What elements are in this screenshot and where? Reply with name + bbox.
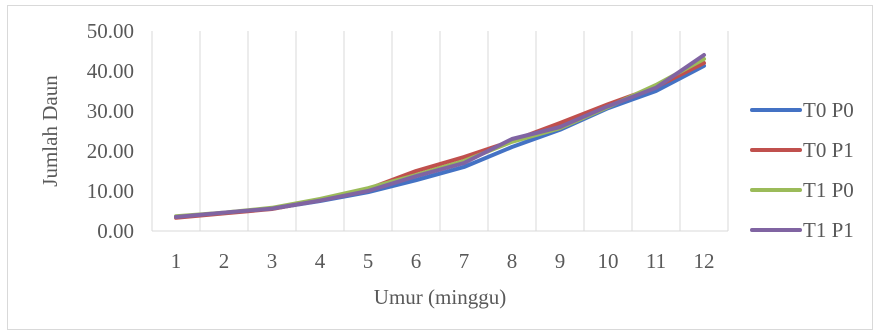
x-tick-label: 2	[219, 249, 230, 273]
x-axis-title: Umur (minggu)	[374, 285, 506, 309]
x-tick-label: 6	[411, 249, 422, 273]
y-tick-label: 30.00	[87, 99, 134, 123]
x-tick-label: 3	[267, 249, 278, 273]
x-tick-label: 7	[459, 249, 470, 273]
x-tick-label: 12	[694, 249, 715, 273]
legend-label: T0 P1	[803, 138, 854, 162]
series-line-t1-p1	[174, 53, 706, 219]
x-tick-label: 8	[507, 249, 518, 273]
legend-label: T1 P0	[803, 178, 854, 202]
y-axis-title: Jumlah Daun	[38, 75, 62, 187]
y-tick-label: 0.00	[97, 219, 134, 243]
x-tick-label: 11	[646, 249, 666, 273]
x-tick-label: 1	[171, 249, 182, 273]
y-tick-label: 50.00	[87, 19, 134, 43]
legend: T0 P0 T0 P1 T1 P0 T1 P1	[750, 98, 854, 242]
legend-label: T0 P0	[803, 98, 854, 122]
y-tick-label: 10.00	[87, 179, 134, 203]
gridlines	[151, 31, 729, 231]
y-tick-label: 20.00	[87, 139, 134, 163]
y-tick-label: 40.00	[87, 59, 134, 83]
x-axis-ticks: 1 2 3 4 5 6 7 8 9 10 11 12	[171, 249, 715, 273]
legend-label: T1 P1	[803, 218, 854, 242]
x-tick-label: 5	[363, 249, 374, 273]
y-axis-ticks: 0.00 10.00 20.00 30.00 40.00 50.00	[87, 19, 134, 243]
x-tick-label: 4	[315, 249, 326, 273]
x-tick-label: 9	[555, 249, 566, 273]
x-tick-label: 10	[598, 249, 619, 273]
series-lines	[174, 53, 706, 220]
